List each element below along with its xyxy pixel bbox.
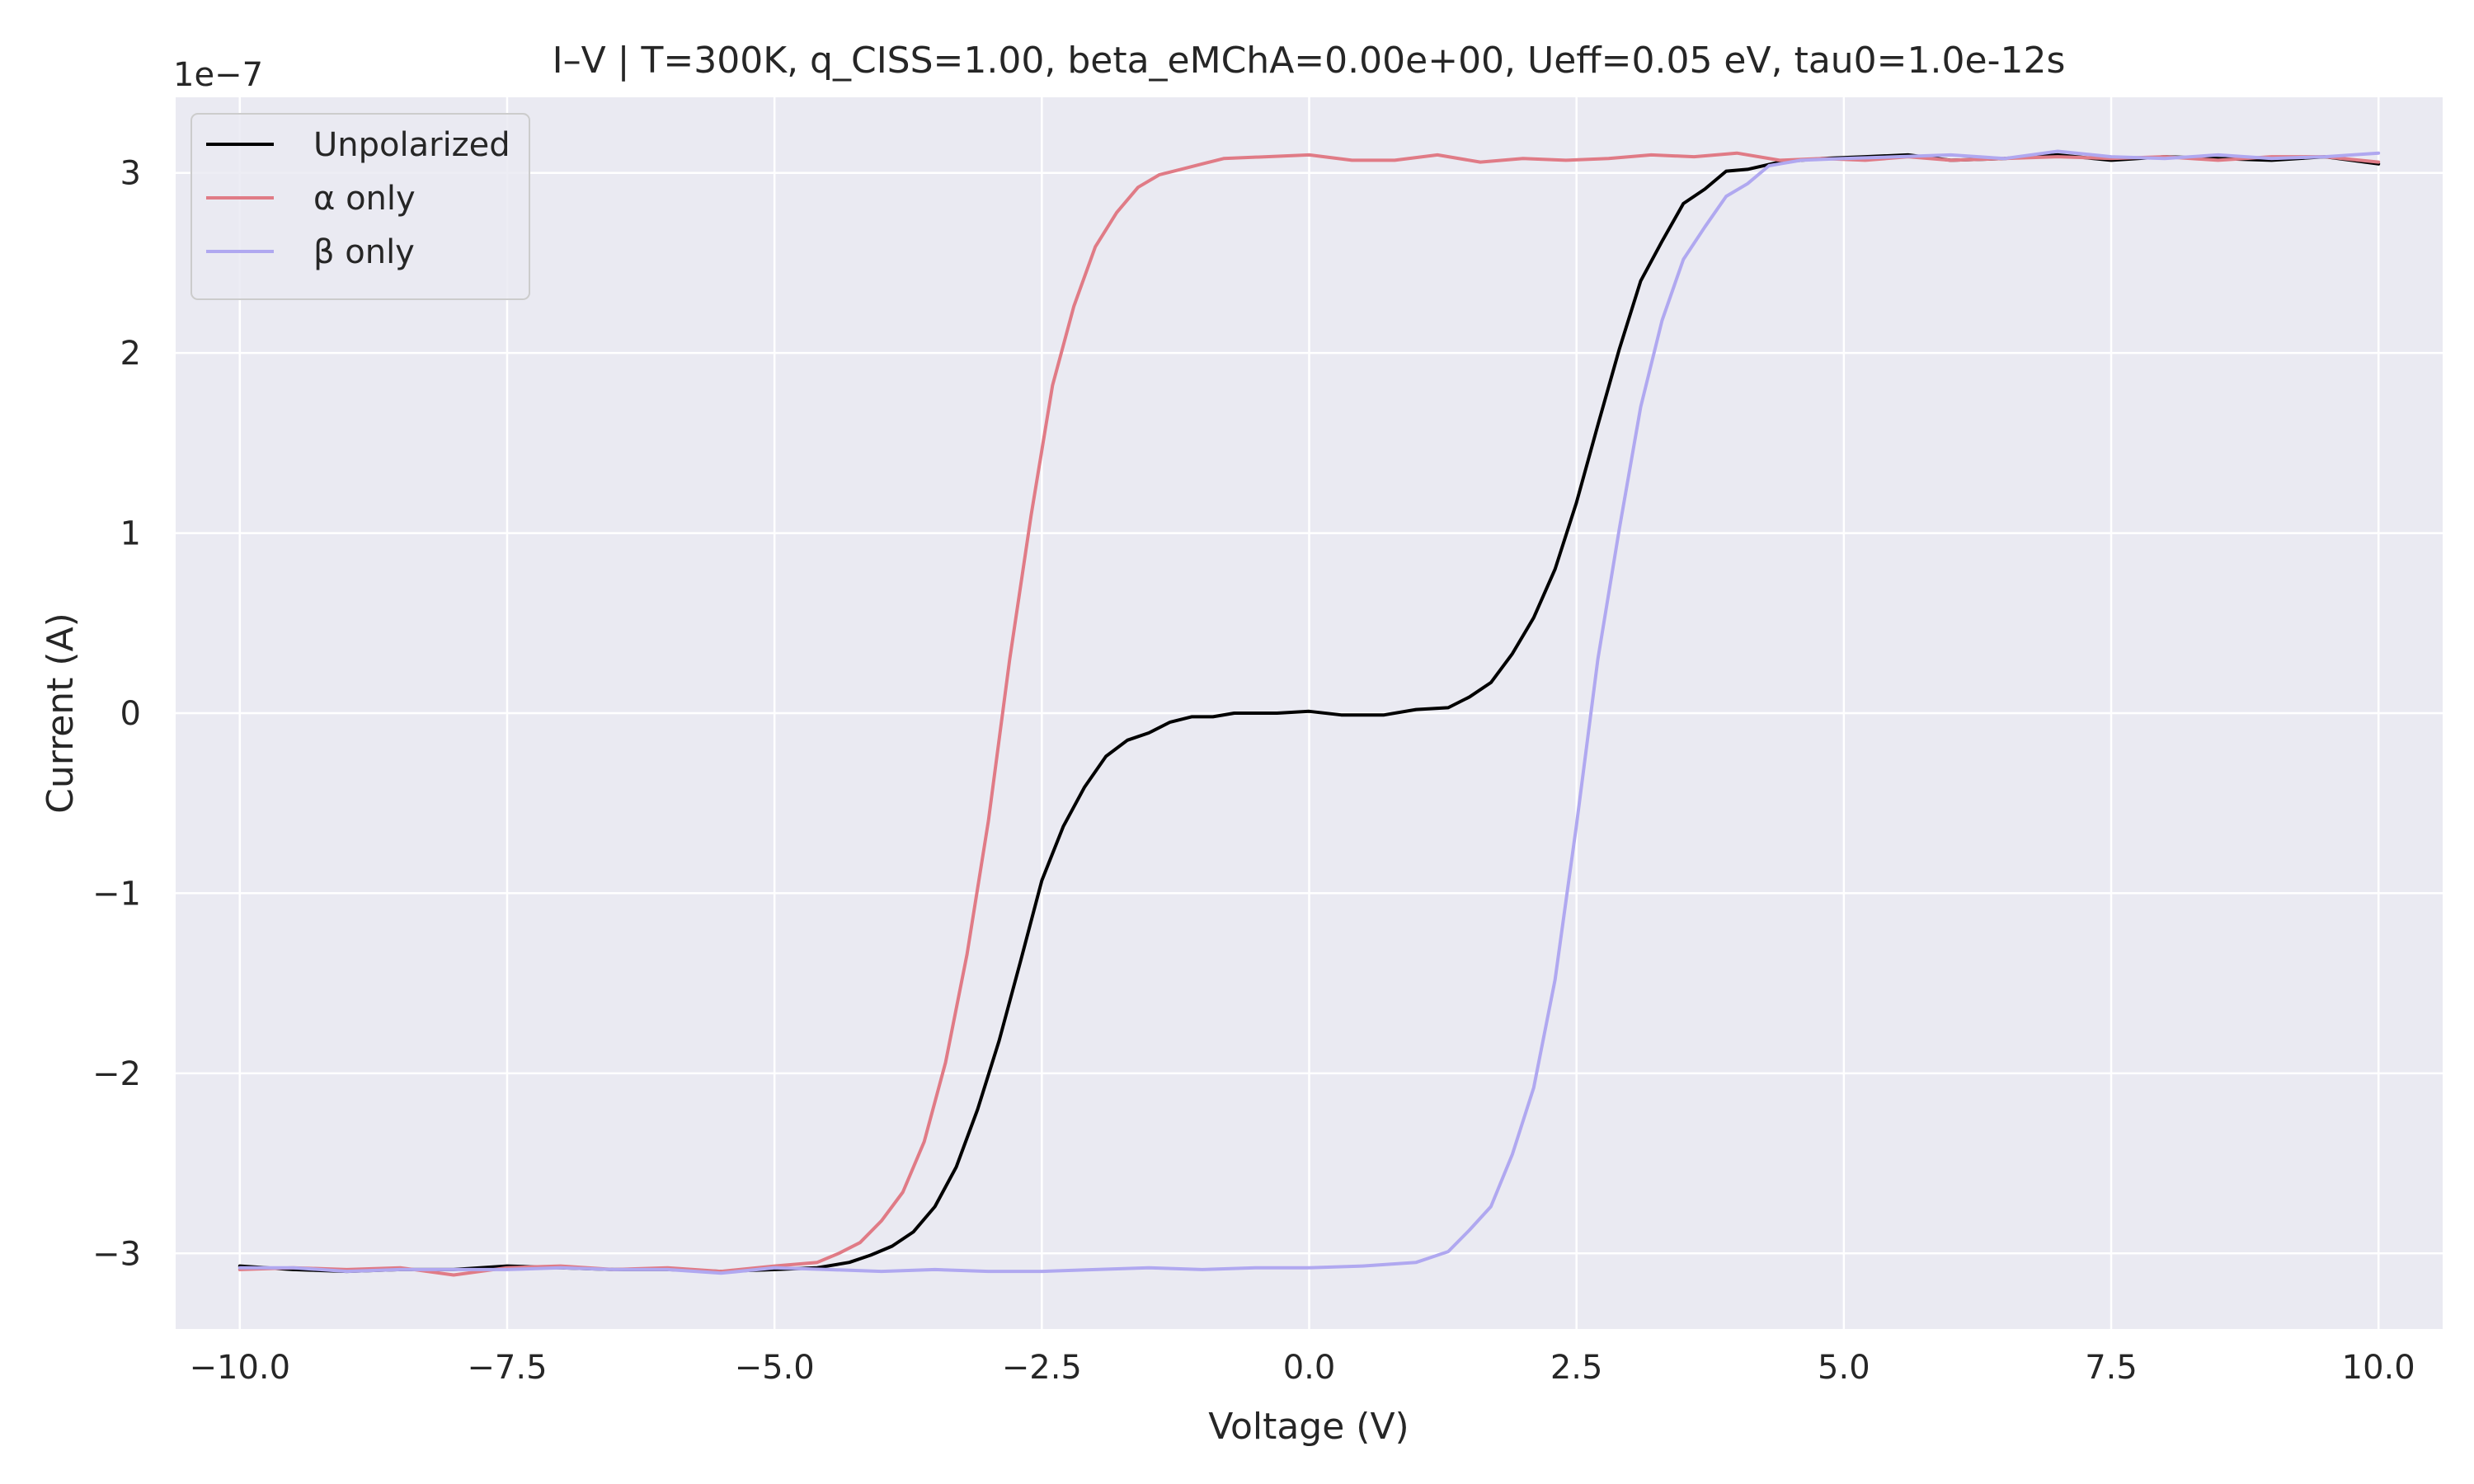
x-axis-label: Voltage (V) bbox=[1208, 1406, 1409, 1448]
series-layer bbox=[238, 149, 2381, 1277]
chart-title: I–V | T=300K, q_CISS=1.00, beta_eMChA=0.… bbox=[553, 40, 2066, 82]
y-tick-label: 1 bbox=[120, 515, 141, 553]
series-line-only bbox=[238, 149, 2381, 1275]
grid-lines bbox=[176, 97, 2443, 1329]
y-tick-label: 0 bbox=[120, 695, 141, 733]
y-tick-label: −2 bbox=[92, 1055, 141, 1093]
x-tick-label: −7.5 bbox=[467, 1349, 547, 1387]
x-tick-label: 0.0 bbox=[1283, 1349, 1336, 1387]
legend-label: Unpolarized bbox=[313, 126, 510, 164]
y-axis-label: Current (A) bbox=[40, 613, 82, 814]
legend-frame bbox=[190, 113, 530, 300]
x-axis-ticks: −10.0 −7.5 −5.0 −2.5 0.0 2.5 5.0 7.5 10.0 bbox=[190, 1349, 2415, 1387]
legend-label: β only bbox=[313, 233, 415, 271]
y-tick-label: 3 bbox=[120, 155, 141, 193]
legend: Unpolarized α only β only bbox=[190, 113, 530, 300]
legend-label: α only bbox=[313, 180, 416, 218]
y-axis-ticks: −3 −2 −1 0 1 2 3 bbox=[92, 155, 141, 1274]
x-tick-label: 2.5 bbox=[1550, 1349, 1603, 1387]
y-tick-label: −3 bbox=[92, 1235, 141, 1273]
y-tick-label: 2 bbox=[120, 335, 141, 373]
x-tick-label: 5.0 bbox=[1818, 1349, 1870, 1387]
x-tick-label: 7.5 bbox=[2085, 1349, 2138, 1387]
x-tick-label: −10.0 bbox=[190, 1349, 291, 1387]
x-tick-label: −2.5 bbox=[1002, 1349, 1082, 1387]
y-axis-offset-label: 1e−7 bbox=[173, 56, 263, 94]
x-tick-label: 10.0 bbox=[2342, 1349, 2415, 1387]
y-tick-label: −1 bbox=[92, 875, 141, 913]
x-tick-label: −5.0 bbox=[735, 1349, 815, 1387]
